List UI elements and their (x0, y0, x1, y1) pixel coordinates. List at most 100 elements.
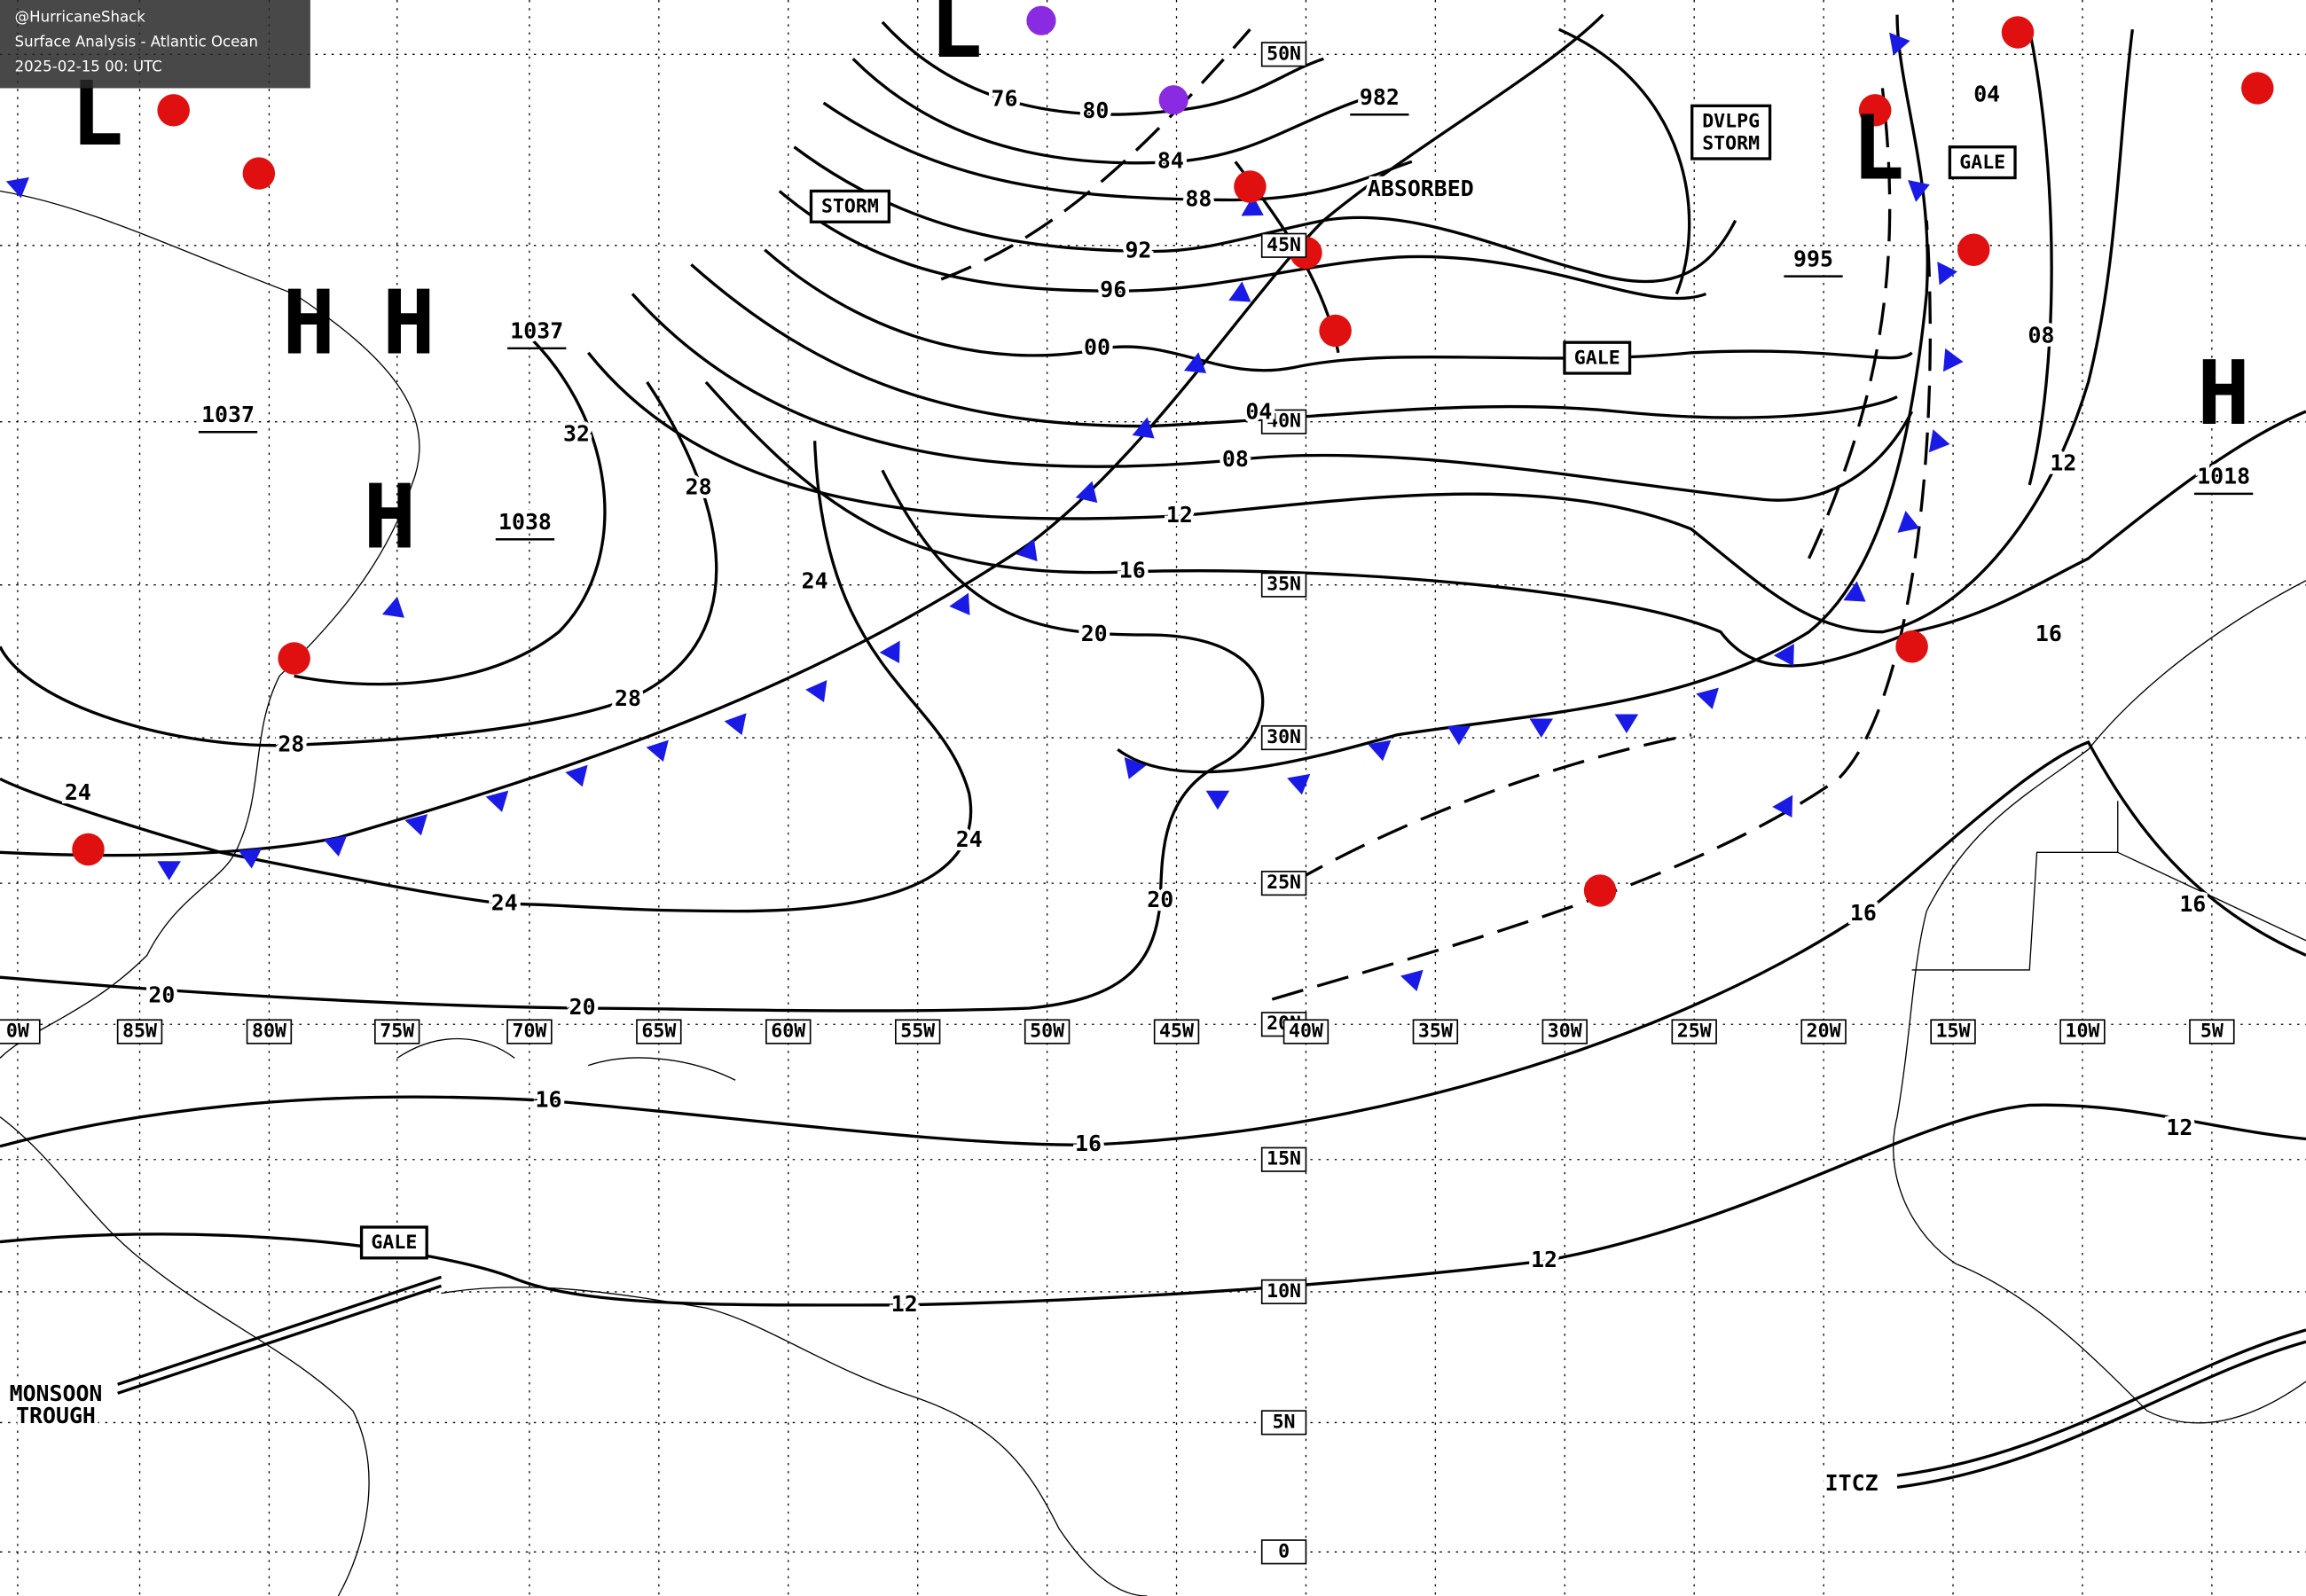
boxed-label-frame (359, 1225, 428, 1260)
longitude-label-box (765, 1019, 812, 1044)
latitude-label-box (1260, 1410, 1307, 1436)
latitude-label: 35N (1267, 574, 1301, 596)
isobar-label: 12 (2166, 1115, 2192, 1140)
longitude-label-box (0, 1019, 41, 1044)
latitude-label-box (1260, 724, 1307, 751)
isobar-label: 24 (491, 889, 518, 915)
longitude-label-box (2059, 1019, 2106, 1044)
isobar-label: 20 (1081, 621, 1108, 646)
header-timestamp: 2025-02-15 00: UTC (15, 59, 162, 75)
warm-front-semicircle (1858, 94, 1892, 127)
isobar-label: 16 (1119, 558, 1146, 583)
longitude-label: 30W (1548, 1021, 1582, 1043)
isobar-label: 16 (1850, 900, 1877, 926)
fronts (0, 13, 2306, 1489)
isobar-label: 20 (148, 982, 175, 1008)
annotation: ABSORBED (1368, 176, 1474, 201)
warm-front-semicircle (1957, 233, 1990, 266)
cold-front-triangle (1937, 262, 1957, 286)
isobar-label: 96 (1100, 277, 1126, 302)
cold-front-triangle (1287, 773, 1311, 795)
latitude-label-box (1260, 871, 1307, 896)
longitude-label-box (1671, 1019, 1717, 1044)
longitude-label: 55W (900, 1021, 935, 1043)
latitude-label: 40N (1267, 411, 1301, 433)
cold-front-triangle (1889, 32, 1910, 56)
latitude-label-box (1260, 572, 1307, 598)
latitude-label: 5N (1273, 1411, 1296, 1433)
header-title: Surface Analysis - Atlantic Ocean (15, 34, 258, 51)
longitude-label: 80W (252, 1021, 286, 1043)
longitude-label: 0W (6, 1021, 29, 1043)
isobar-label: 24 (956, 826, 983, 852)
latitude-label: 15N (1267, 1148, 1301, 1170)
pressure-value: 1037 (201, 402, 255, 427)
annotation: MONSOON (10, 1381, 103, 1406)
boxed-label: GALE (1959, 152, 2005, 174)
annotation: ITCZ (1825, 1470, 1879, 1496)
isobar-label: 12 (2050, 450, 2076, 476)
isobar-label: 12 (1166, 502, 1193, 528)
pressure-value: 1038 (498, 509, 552, 535)
longitude-label-box (1800, 1019, 1847, 1044)
cold-front-triangle (1228, 281, 1251, 302)
isobar-label: 04 (1245, 399, 1272, 425)
longitude-label: 60W (771, 1021, 805, 1043)
boxed-label: STORM (821, 196, 879, 218)
latitude-label: 10N (1267, 1280, 1301, 1303)
cold-front-triangle (949, 592, 970, 615)
pressure-value: 1037 (510, 318, 563, 344)
pressure-center: H (2197, 343, 2250, 445)
cold-front-triangle (1132, 417, 1155, 439)
cold-front-triangle (1772, 794, 1793, 818)
boxed-label: STORM (1702, 132, 1760, 154)
longitude-label-box (246, 1019, 293, 1044)
latitude-label-box (1260, 1146, 1307, 1172)
warm-front-semicircle (2001, 16, 2035, 49)
warm-front-semicircle (157, 94, 190, 127)
longitude-label: 35W (1418, 1021, 1453, 1043)
boxed-label-frame (1690, 104, 1772, 160)
cold-front-triangle (1205, 790, 1230, 810)
pressure-center: L (1852, 98, 1905, 200)
cold-front-triangle (238, 848, 263, 869)
cold-front-triangle (1773, 643, 1794, 667)
latitude-label: 25N (1267, 872, 1301, 894)
longitude-label-box (1930, 1019, 1976, 1044)
boxed-label: DVLPG (1702, 111, 1760, 133)
header-box (0, 0, 310, 89)
warm-front-semicircle (1583, 874, 1617, 907)
cold-front-triangle (1124, 757, 1147, 779)
longitude-label-box (1412, 1019, 1459, 1044)
longitude-label-box (2189, 1019, 2235, 1044)
warm-front-semicircle (1234, 170, 1267, 203)
cold-front-triangle (1942, 348, 1964, 372)
cold-front-triangle (485, 790, 509, 812)
longitude-label-box (894, 1019, 941, 1044)
boxed-label-frame (1563, 340, 1632, 375)
latitude-label: 45N (1267, 234, 1301, 256)
isobar-label: 16 (2179, 891, 2206, 917)
cold-front-triangle (724, 713, 747, 736)
cold-front-triangle (381, 596, 404, 618)
isobar-label: 20 (569, 994, 596, 1020)
cold-front-triangle (157, 861, 181, 880)
isobar-label: 12 (1531, 1247, 1557, 1272)
isobar-label: 32 (563, 421, 590, 447)
cold-front-triangle (1908, 180, 1930, 202)
occluded-symbol (1158, 85, 1188, 115)
latitude-label: 50N (1267, 43, 1301, 65)
isobar-label: 88 (1185, 185, 1212, 211)
cold-front-triangle (1928, 429, 1950, 453)
cold-front-triangle (646, 739, 669, 763)
longitude-label-box (506, 1019, 553, 1044)
longitude-label-box (1541, 1019, 1588, 1044)
longitude-label-box (116, 1019, 163, 1044)
isobar-label: 76 (992, 86, 1018, 112)
cold-front-triangle (1368, 739, 1392, 762)
longitude-label: 15W (1936, 1021, 1971, 1043)
cold-front-triangle (879, 640, 900, 663)
latitude-label: 30N (1267, 726, 1301, 748)
longitude-label: 5W (2200, 1021, 2224, 1043)
